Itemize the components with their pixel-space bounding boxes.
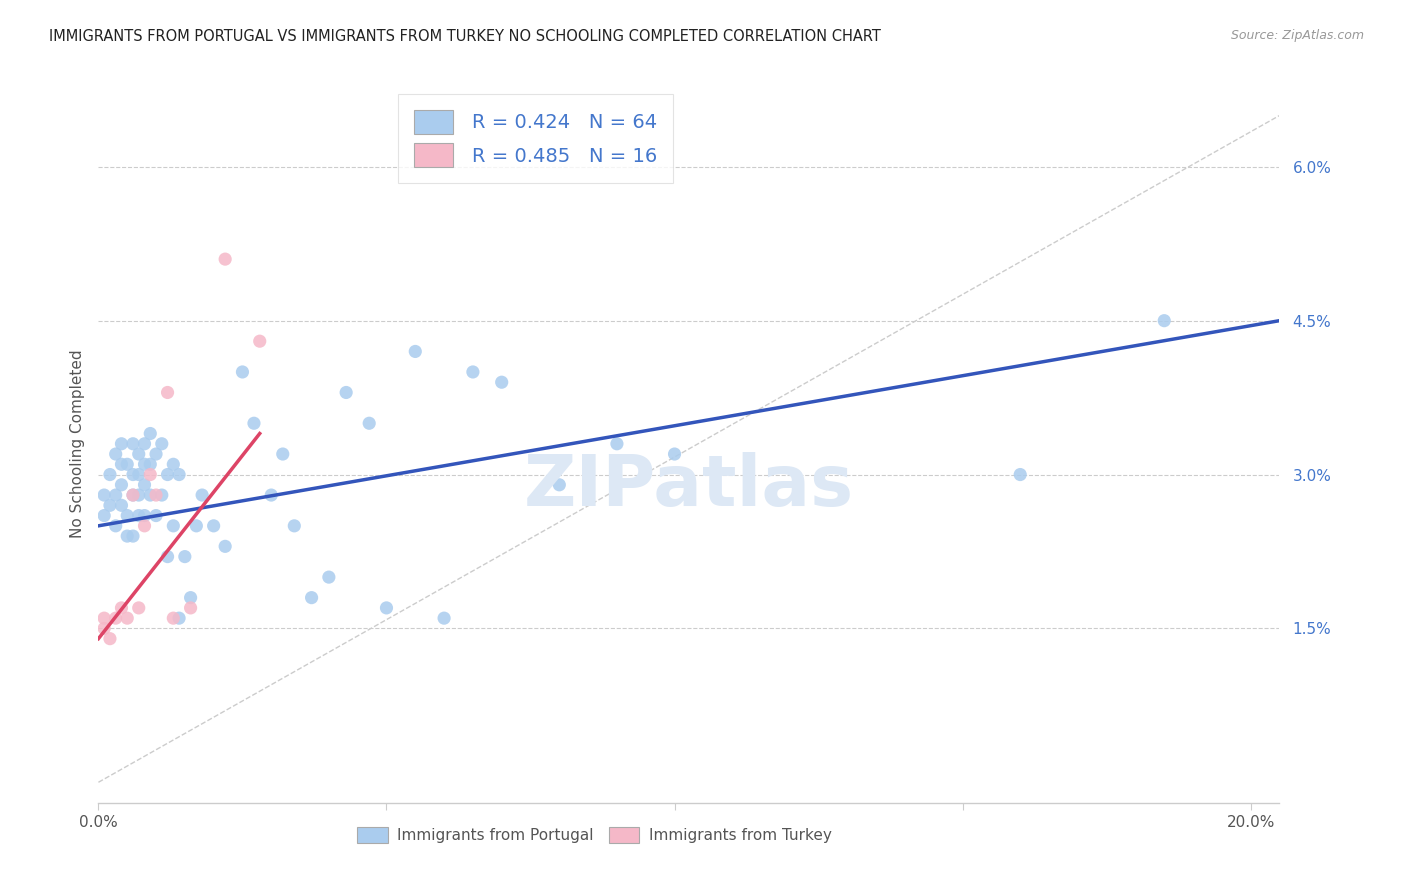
Point: [110, 478, 132, 492]
Point: [1010, 467, 1032, 482]
Point: [115, 529, 138, 543]
Point: [134, 519, 156, 533]
Point: [433, 611, 456, 625]
Point: [173, 549, 195, 564]
Point: [180, 601, 202, 615]
Point: [104, 611, 127, 625]
Point: [98, 498, 121, 512]
Point: [122, 436, 145, 450]
Point: [128, 601, 150, 615]
Point: [134, 436, 156, 450]
Point: [128, 488, 150, 502]
Point: [186, 519, 208, 533]
Point: [145, 508, 167, 523]
Point: [139, 467, 162, 482]
Point: [139, 458, 162, 472]
Point: [115, 508, 138, 523]
Point: [375, 601, 398, 615]
Point: [110, 601, 132, 615]
Point: [139, 426, 162, 441]
Point: [110, 498, 132, 512]
Point: [606, 436, 628, 450]
Point: [249, 334, 271, 349]
Point: [1153, 314, 1175, 328]
Point: [664, 447, 686, 461]
Point: [167, 611, 190, 625]
Point: [214, 252, 236, 266]
Text: Source: ZipAtlas.com: Source: ZipAtlas.com: [1230, 29, 1364, 42]
Point: [122, 529, 145, 543]
Point: [115, 458, 138, 472]
Point: [134, 458, 156, 472]
Point: [122, 488, 145, 502]
Point: [191, 488, 214, 502]
Point: [491, 375, 513, 389]
Point: [404, 344, 426, 359]
Point: [243, 416, 266, 431]
Point: [110, 436, 132, 450]
Point: [93, 621, 115, 635]
Point: [167, 467, 190, 482]
Point: [180, 591, 202, 605]
Point: [139, 488, 162, 502]
Point: [122, 467, 145, 482]
Point: [162, 458, 184, 472]
Point: [156, 549, 179, 564]
Point: [150, 488, 173, 502]
Point: [110, 458, 132, 472]
Point: [283, 519, 305, 533]
Point: [335, 385, 357, 400]
Point: [162, 611, 184, 625]
Point: [104, 519, 127, 533]
Point: [260, 488, 283, 502]
Point: [98, 632, 121, 646]
Point: [461, 365, 484, 379]
Point: [134, 478, 156, 492]
Point: [271, 447, 294, 461]
Point: [115, 611, 138, 625]
Point: [359, 416, 381, 431]
Legend: Immigrants from Portugal, Immigrants from Turkey: Immigrants from Portugal, Immigrants fro…: [352, 821, 838, 849]
Point: [93, 488, 115, 502]
Point: [128, 508, 150, 523]
Point: [162, 519, 184, 533]
Text: ZIPatlas: ZIPatlas: [524, 452, 853, 521]
Point: [156, 385, 179, 400]
Point: [128, 467, 150, 482]
Point: [214, 539, 236, 553]
Point: [145, 447, 167, 461]
Text: IMMIGRANTS FROM PORTUGAL VS IMMIGRANTS FROM TURKEY NO SCHOOLING COMPLETED CORREL: IMMIGRANTS FROM PORTUGAL VS IMMIGRANTS F…: [49, 29, 882, 44]
Point: [202, 519, 225, 533]
Point: [156, 467, 179, 482]
Point: [134, 508, 156, 523]
Point: [128, 447, 150, 461]
Point: [145, 488, 167, 502]
Point: [104, 488, 127, 502]
Point: [122, 488, 145, 502]
Point: [318, 570, 340, 584]
Point: [104, 447, 127, 461]
Point: [93, 508, 115, 523]
Point: [231, 365, 253, 379]
Point: [98, 467, 121, 482]
Point: [548, 478, 571, 492]
Y-axis label: No Schooling Completed: No Schooling Completed: [69, 350, 84, 538]
Point: [93, 611, 115, 625]
Point: [301, 591, 323, 605]
Point: [150, 436, 173, 450]
